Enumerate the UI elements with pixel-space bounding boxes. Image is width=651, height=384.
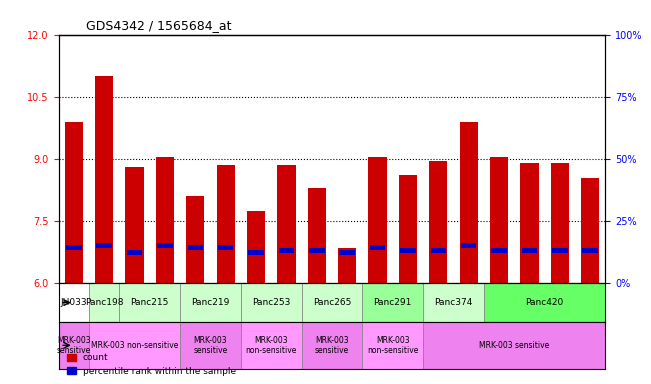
Bar [218, 245, 234, 250]
Bar [119, 283, 180, 322]
Text: Panc219: Panc219 [191, 298, 230, 307]
Bar [241, 283, 301, 322]
Bar [126, 167, 144, 283]
Text: MRK-003
non-sensitive: MRK-003 non-sensitive [367, 336, 419, 355]
Bar [186, 196, 204, 283]
Bar [66, 245, 81, 250]
Bar [521, 248, 537, 253]
Bar [583, 248, 598, 253]
Bar [127, 250, 143, 255]
Text: Panc265: Panc265 [313, 298, 351, 307]
Bar [520, 163, 538, 283]
Bar [430, 248, 446, 253]
Bar [581, 177, 600, 283]
Text: MRK-003
sensitive: MRK-003 sensitive [315, 336, 349, 355]
Bar [247, 211, 265, 283]
Bar [363, 283, 423, 322]
Bar [96, 243, 112, 248]
Bar [552, 248, 568, 253]
Bar [277, 165, 296, 283]
Bar [59, 283, 89, 322]
Bar [217, 165, 235, 283]
Bar [551, 163, 569, 283]
Text: MRK-003
non-sensitive: MRK-003 non-sensitive [245, 336, 297, 355]
Bar [180, 283, 241, 322]
Bar [484, 283, 605, 322]
Text: Panc253: Panc253 [252, 298, 290, 307]
Bar [89, 322, 180, 369]
Bar [180, 322, 241, 369]
Bar [157, 243, 173, 248]
Legend: count, percentile rank within the sample: count, percentile rank within the sample [63, 350, 240, 379]
Bar [429, 161, 447, 283]
Bar [461, 243, 477, 248]
Bar [301, 283, 363, 322]
Bar [95, 76, 113, 283]
Text: JH033: JH033 [61, 298, 87, 307]
Text: MRK-003
sensitive: MRK-003 sensitive [57, 336, 91, 355]
Bar [59, 322, 89, 369]
Bar [492, 248, 507, 253]
Bar [423, 322, 605, 369]
Text: Panc291: Panc291 [374, 298, 412, 307]
Bar [370, 245, 385, 250]
Text: GDS4342 / 1565684_at: GDS4342 / 1565684_at [86, 19, 232, 32]
Bar [309, 248, 325, 253]
Bar [89, 283, 119, 322]
Bar [187, 245, 203, 250]
Text: MRK-003
sensitive: MRK-003 sensitive [193, 336, 228, 355]
Bar [363, 322, 423, 369]
Bar [338, 248, 356, 283]
Text: Panc420: Panc420 [525, 298, 564, 307]
Bar [490, 157, 508, 283]
Text: Panc374: Panc374 [434, 298, 473, 307]
Text: MRK-003 sensitive: MRK-003 sensitive [479, 341, 549, 350]
Bar [308, 188, 326, 283]
Bar [279, 248, 294, 253]
Text: Panc215: Panc215 [131, 298, 169, 307]
Bar [368, 157, 387, 283]
Bar [399, 175, 417, 283]
Bar [460, 122, 478, 283]
Bar [301, 322, 363, 369]
Bar [423, 283, 484, 322]
Bar [248, 250, 264, 255]
Bar [64, 122, 83, 283]
Bar [339, 250, 355, 255]
Bar [156, 157, 174, 283]
Bar [400, 248, 416, 253]
Text: Panc198: Panc198 [85, 298, 124, 307]
Text: MRK-003 non-sensitive: MRK-003 non-sensitive [91, 341, 178, 350]
Bar [241, 322, 301, 369]
